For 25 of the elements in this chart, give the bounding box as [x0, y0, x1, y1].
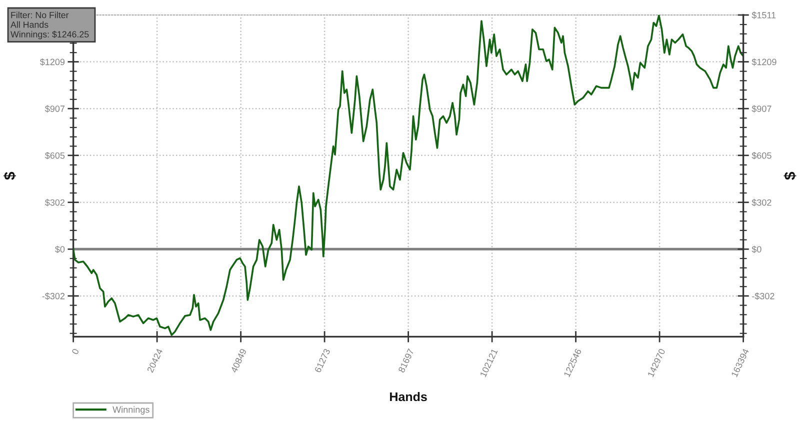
x-tick-label: 0 — [72, 348, 80, 355]
y-tick-label: -$302 — [42, 292, 65, 300]
x-tick-label: 61273 — [314, 348, 330, 373]
y-tick-label: $1209 — [40, 58, 65, 66]
y2-tick-label: $1511 — [752, 12, 776, 19]
annotation: Winnings: $1246.25 — [10, 30, 89, 40]
text: All Hands — [10, 21, 48, 28]
y-axis-title: $ — [3, 172, 16, 180]
y2-tick-label: $1209 — [752, 58, 776, 66]
y2-tick-label: $907 — [752, 105, 772, 112]
y-tick-label: $0 — [55, 246, 65, 254]
y2-tick-label: $302 — [752, 198, 772, 206]
y-tick-label: $605 — [44, 152, 65, 160]
legend-label: Winnings — [112, 406, 150, 415]
y-tick-label: $907 — [44, 105, 65, 112]
y-tick-label: $302 — [44, 198, 65, 206]
y2-axis-title: $ — [784, 172, 796, 180]
y2-tick-label: $0 — [752, 246, 762, 254]
x-tick-label: 81697 — [398, 348, 414, 374]
text: Filter: No Filter — [11, 12, 69, 18]
y2-tick-label: $605 — [752, 152, 772, 160]
x-axis-title: Hands — [390, 392, 427, 402]
x-tick-label: 20424 — [146, 348, 163, 373]
y2-tick-label: -$302 — [752, 292, 774, 300]
x-tick-label: 40849 — [230, 348, 247, 374]
